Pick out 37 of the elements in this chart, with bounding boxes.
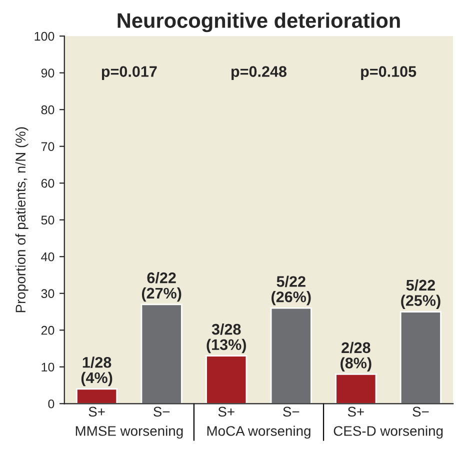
annotation: p=0.017	[102, 66, 157, 80]
annotation: p=0.248	[232, 66, 287, 80]
bar	[206, 355, 248, 404]
annotation: p=0.105	[361, 66, 416, 80]
text: MMSE worsening	[76, 426, 183, 439]
data-label: 2/28 (8%)	[340, 342, 372, 372]
x-tick-label: S−	[154, 406, 170, 417]
y-tick-label: 50	[41, 216, 54, 225]
y-tick-label: 30	[41, 289, 54, 298]
y-tick-label: 100	[34, 32, 54, 41]
data-label: 3/28 (13%)	[206, 323, 246, 354]
bar	[400, 311, 442, 404]
bar	[76, 388, 118, 404]
y-tick-label: 10	[42, 362, 54, 372]
y-tick-label: 80	[41, 105, 54, 114]
chart-title: Neurocognitive deterioration	[118, 12, 400, 32]
y-tick-label: 70	[41, 142, 54, 151]
y-tick-label: 90	[41, 68, 54, 78]
y-tick-label: 0	[48, 399, 54, 408]
data-label: 5/22 (26%)	[272, 276, 311, 306]
data-label: 5/22 (25%)	[401, 279, 440, 309]
data-label: 6/22 (27%)	[142, 272, 182, 302]
x-tick-label: S+	[218, 406, 234, 417]
y-tick-label: 40	[41, 252, 54, 262]
y-tick-label: 20	[41, 326, 54, 335]
x-tick-label: S+	[348, 406, 364, 417]
y-tick-label: 60	[41, 178, 54, 188]
y-axis-title: Proportion of patients, n/N (%)	[15, 127, 28, 312]
x-tick-label: S−	[283, 406, 300, 417]
bar	[270, 307, 312, 404]
x-tick-label: S−	[412, 406, 429, 417]
text: MoCA worsening	[207, 426, 310, 439]
bar	[335, 374, 377, 404]
text: CES-D worsening	[334, 426, 443, 439]
data-label: 1/28 (4%)	[81, 356, 112, 386]
bar	[140, 304, 182, 404]
x-tick-label: S+	[88, 406, 105, 417]
